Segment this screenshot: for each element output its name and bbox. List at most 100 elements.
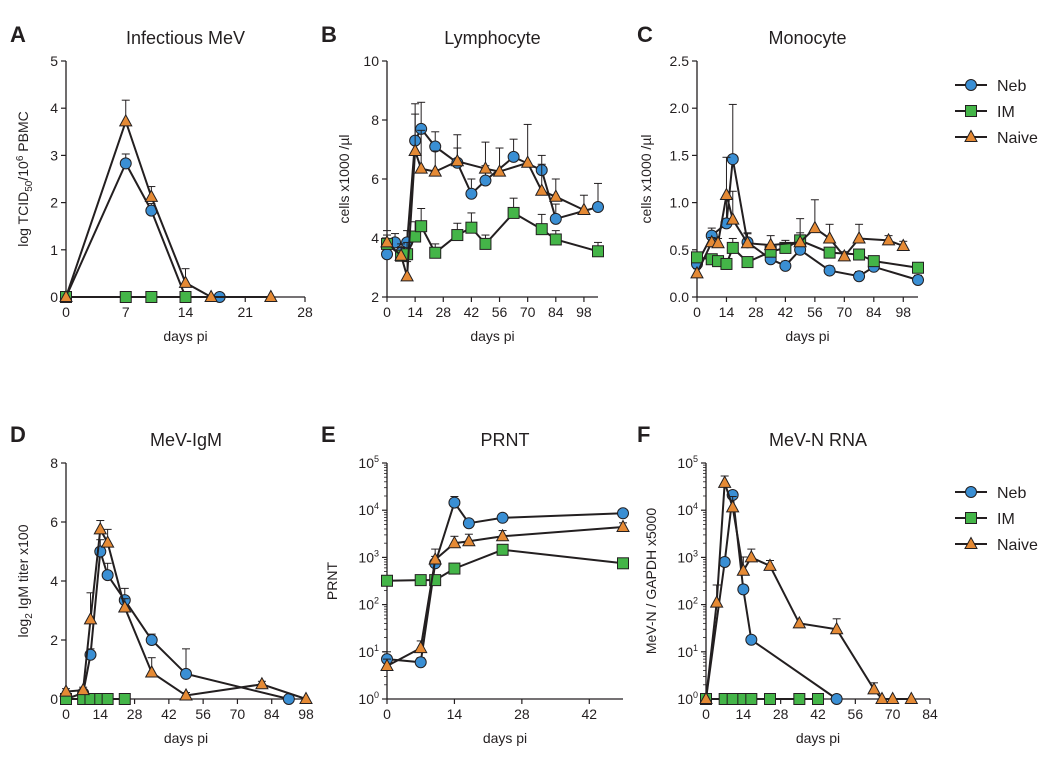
y-tick-label: 102 xyxy=(358,596,379,613)
legend-marker xyxy=(965,486,977,498)
data-point xyxy=(534,183,549,196)
data-point xyxy=(462,517,475,530)
data-point xyxy=(101,569,114,582)
y-tick-label: 4 xyxy=(50,573,58,589)
data-point xyxy=(415,220,428,233)
y-tick-label: 6 xyxy=(371,171,379,187)
y-tick-label: 105 xyxy=(358,454,379,471)
legend-marker xyxy=(964,536,978,549)
y-tick-label: 103 xyxy=(358,548,379,565)
y-tick-label: 6 xyxy=(50,514,58,530)
data-point xyxy=(496,543,509,556)
x-tick-label: 84 xyxy=(548,304,564,320)
svg-text:log2 IgM titer x100: log2 IgM titer x100 xyxy=(15,524,35,637)
series-im xyxy=(60,693,131,705)
x-tick-label: 14 xyxy=(447,706,463,722)
series-im xyxy=(381,197,604,262)
data-point xyxy=(507,150,520,163)
data-point xyxy=(740,235,755,249)
data-point xyxy=(429,140,442,153)
data-point xyxy=(912,261,924,274)
series-naive xyxy=(699,475,919,704)
data-point xyxy=(264,289,278,302)
data-point xyxy=(617,557,629,570)
svg-text:MeV-N / GAPDH x5000: MeV-N / GAPDH x5000 xyxy=(643,508,659,654)
y-tick-label: 102 xyxy=(677,596,698,613)
data-point xyxy=(465,187,478,200)
y-tick-label: 0 xyxy=(50,691,58,707)
data-point xyxy=(690,265,704,279)
x-tick-label: 28 xyxy=(297,304,313,320)
data-point xyxy=(478,161,493,174)
x-tick-label: 0 xyxy=(702,706,710,722)
data-point xyxy=(448,562,461,575)
data-point xyxy=(400,268,414,282)
data-point xyxy=(535,223,548,236)
x-axis-label: days pi xyxy=(483,730,527,746)
data-point xyxy=(101,693,114,705)
x-axis-label: days pi xyxy=(785,328,829,344)
data-point xyxy=(720,257,733,270)
data-point xyxy=(394,248,408,261)
data-point xyxy=(414,574,427,587)
panel-D: D MeV-IgM 0 14 28 42 56 70 84 98 0 2 4 6 8 days pi log2 … xyxy=(10,422,314,746)
data-point xyxy=(744,549,759,563)
data-point xyxy=(496,511,509,524)
y-axis-label: cells x1000 /µl xyxy=(336,135,352,224)
legend-label: Neb xyxy=(997,78,1026,95)
data-point xyxy=(117,600,132,613)
series-naive xyxy=(59,520,313,704)
y-tick-label: 101 xyxy=(358,643,379,660)
x-tick-label: 28 xyxy=(773,706,789,722)
y-tick-label: 8 xyxy=(371,112,379,128)
series-naive xyxy=(59,99,278,302)
data-point xyxy=(808,220,822,234)
data-point xyxy=(408,143,422,156)
x-tick-label: 0 xyxy=(383,706,391,722)
legend: Neb IM Naive xyxy=(955,78,1038,147)
x-tick-label: 98 xyxy=(895,304,911,320)
legend-label: Naive xyxy=(997,130,1038,147)
svg-text:cells x1000 /µl: cells x1000 /µl xyxy=(638,135,654,224)
x-tick-label: 7 xyxy=(122,304,130,320)
panel-letter: B xyxy=(321,22,337,47)
data-point xyxy=(711,235,725,249)
y-tick-label: 0.0 xyxy=(670,289,690,305)
data-point xyxy=(413,640,428,654)
series-line xyxy=(705,482,912,700)
data-point xyxy=(428,552,443,565)
y-tick-label: 1.5 xyxy=(670,147,690,163)
data-point xyxy=(93,521,108,535)
data-point xyxy=(853,248,866,261)
data-point xyxy=(726,241,739,254)
data-point xyxy=(479,237,492,250)
data-point xyxy=(822,230,837,244)
data-point xyxy=(492,164,507,177)
panel-letter: F xyxy=(637,422,650,447)
data-point xyxy=(577,202,591,215)
data-point xyxy=(119,157,132,170)
data-point xyxy=(380,234,394,248)
x-tick-label: 14 xyxy=(178,304,194,320)
legend-marker xyxy=(965,105,977,117)
data-point xyxy=(717,475,732,488)
y-tick-label: 100 xyxy=(677,690,698,707)
series-line xyxy=(65,118,271,298)
data-point xyxy=(429,574,442,587)
data-point xyxy=(867,681,881,695)
data-point xyxy=(793,234,807,248)
chart-title: Lymphocyte xyxy=(444,28,540,48)
data-point xyxy=(912,274,924,287)
x-tick-label: 70 xyxy=(885,706,901,722)
y-tick-label: 10 xyxy=(363,53,379,69)
data-point xyxy=(76,682,90,696)
x-tick-label: 42 xyxy=(778,304,794,320)
data-point xyxy=(495,528,510,542)
data-point xyxy=(100,535,115,548)
y-tick-label: 101 xyxy=(677,643,698,660)
data-point xyxy=(691,251,703,264)
data-point xyxy=(881,232,896,246)
x-tick-label: 14 xyxy=(736,706,752,722)
data-point xyxy=(380,658,394,672)
x-tick-label: 42 xyxy=(161,706,177,722)
